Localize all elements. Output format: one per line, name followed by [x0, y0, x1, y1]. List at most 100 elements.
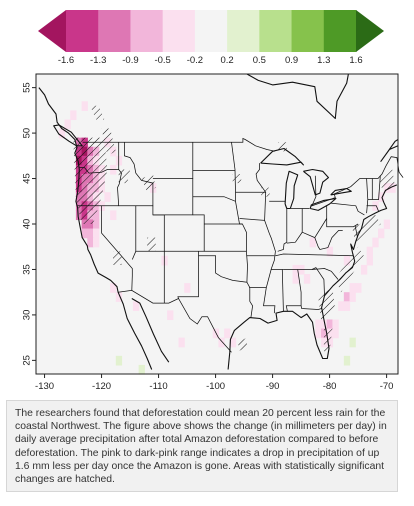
colorbar — [38, 10, 384, 52]
precip-change-cell — [93, 219, 100, 230]
precip-change-cell — [315, 319, 322, 330]
significance-hatch — [141, 174, 156, 193]
precip-change-cell — [343, 301, 351, 311]
state-boundary — [263, 220, 276, 314]
state-boundary — [283, 268, 339, 280]
x-tick-label: -110 — [149, 381, 167, 392]
state-boundary — [82, 137, 275, 152]
state-boundary — [118, 290, 232, 353]
colorbar-tick: 0.9 — [284, 55, 299, 66]
caption-text: The researchers found that deforestation… — [15, 408, 387, 486]
state-boundary — [314, 218, 328, 238]
colorbar-segment — [259, 10, 293, 52]
x-tick-label: -100 — [206, 381, 225, 392]
state-boundary — [131, 251, 137, 260]
coastline-gulf-california — [131, 298, 170, 363]
precip-change-cell — [338, 301, 345, 311]
colorbar-segment — [130, 10, 164, 52]
x-tick-label: -130 — [35, 381, 54, 392]
precip-change-cell — [81, 219, 88, 230]
precip-change-cell — [115, 292, 123, 302]
precip-change-cell — [110, 210, 117, 221]
significance-hatch — [352, 214, 381, 243]
colorbar-segment — [323, 10, 357, 52]
great-lake — [303, 168, 330, 196]
y-tick-label: 50 — [22, 128, 33, 139]
state-boundary — [326, 205, 359, 228]
precipitation-change-map: -130 -120 -110 -100 -90 -80 -70 55 50 45 40 35 30 25 — [22, 73, 404, 392]
precip-change-cell — [178, 337, 185, 348]
precip-change-cell — [115, 355, 123, 366]
precip-change-cell — [332, 328, 339, 339]
state-boundary — [330, 202, 365, 216]
state-boundary — [192, 196, 236, 202]
precip-change-cell — [138, 364, 145, 375]
coastline-east — [227, 184, 398, 370]
precip-change-cell — [58, 128, 66, 139]
state-boundary — [204, 250, 248, 283]
y-tick-label: 45 — [22, 173, 33, 184]
y-tick-label: 40 — [22, 219, 33, 230]
precip-change-cell — [349, 292, 356, 302]
colorbar-tick-labels: -1.6 -1.3 -0.9 -0.5 -0.2 0.2 0.5 0.9 1.3 1.6 — [38, 55, 384, 69]
coastline-west — [38, 87, 153, 370]
st-lawrence-coast — [380, 139, 399, 162]
state-boundary — [286, 208, 303, 244]
precip-change-cell — [343, 255, 351, 266]
state-boundary — [275, 253, 354, 257]
significance-hatch — [232, 174, 242, 184]
state-boundary — [311, 156, 404, 207]
figure-caption: The researchers found that deforestation… — [6, 400, 398, 492]
colorbar-tick: 0.5 — [252, 55, 266, 66]
precip-change-cell — [378, 228, 385, 239]
precip-change-cell — [378, 192, 385, 202]
x-tick-label: -90 — [266, 381, 280, 392]
state-boundary — [354, 225, 358, 238]
map-panel: -130 -120 -110 -100 -90 -80 -70 55 50 45 40 35 30 25 — [6, 68, 406, 398]
y-tick-label: 35 — [22, 264, 33, 275]
precip-change-cell — [326, 246, 334, 257]
significance-hatch — [73, 137, 108, 224]
precip-change-cell — [218, 337, 225, 348]
precip-change-cell — [93, 228, 100, 239]
state-boundary — [164, 214, 205, 252]
colorbar-segment — [194, 10, 228, 52]
state-boundary — [281, 269, 284, 312]
state-boundary — [300, 305, 322, 310]
precip-change-cell — [81, 228, 88, 239]
great-lake — [330, 187, 352, 196]
precip-change-cell — [64, 119, 71, 130]
state-boundary — [204, 223, 247, 252]
colorbar-tick: -0.5 — [154, 55, 171, 66]
y-tick-label: 55 — [22, 82, 33, 93]
great-lake — [284, 170, 299, 210]
precip-change-cell — [93, 237, 100, 248]
precip-change-cell — [332, 319, 339, 330]
precip-change-cell — [87, 237, 94, 248]
precip-change-cell — [167, 310, 174, 321]
great-lake — [309, 197, 337, 211]
precip-change-cell — [309, 237, 316, 248]
colorbar-segment — [98, 10, 131, 52]
colorbar-tick: -0.9 — [122, 55, 139, 66]
precip-change-cell — [184, 283, 191, 293]
great-lake — [260, 147, 304, 166]
state-boundary — [135, 205, 165, 252]
precip-change-cell — [366, 255, 373, 266]
state-boundary — [285, 269, 302, 312]
colorbar-segment — [227, 10, 260, 52]
state-boundary — [249, 287, 253, 318]
state-boundary — [78, 167, 119, 174]
colorbar-tick: 1.6 — [349, 55, 363, 66]
colorbar-segment — [66, 10, 99, 52]
state-boundary — [277, 207, 288, 252]
significance-hatch — [147, 237, 156, 252]
precip-change-cell — [315, 328, 322, 339]
precip-change-cell — [303, 274, 311, 284]
colorbar-segment — [291, 10, 325, 52]
state-boundary — [118, 142, 154, 207]
precip-change-cell — [292, 274, 299, 284]
state-boundary — [302, 231, 315, 238]
precip-change-cell — [349, 283, 356, 293]
precip-change-cell — [326, 319, 334, 330]
